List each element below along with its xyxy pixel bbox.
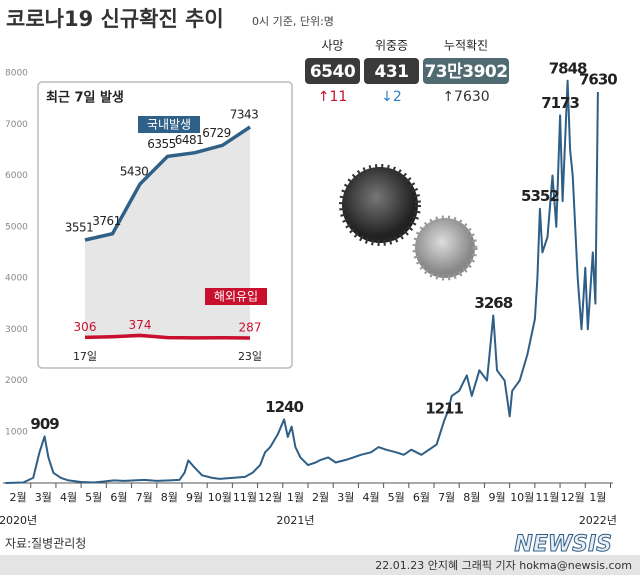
data-label: 1240	[265, 398, 303, 416]
x-tick-label: 12월	[258, 491, 282, 504]
data-label: 7848	[549, 59, 587, 77]
stat-label: 위중증	[375, 39, 408, 53]
line	[84, 125, 251, 242]
x-tick-label: 5월	[388, 491, 405, 504]
y-tick-label: 8000	[5, 69, 28, 79]
x-tick-label: 17일	[73, 349, 97, 363]
chart-subtitle: 0시 기준, 단위:명	[252, 15, 334, 28]
y-tick-label: 7000	[5, 120, 28, 130]
x-tick-label: 11월	[233, 491, 257, 504]
x-tick-label: 11월	[535, 491, 559, 504]
data-label: 3551	[65, 221, 94, 235]
data-label: 3268	[474, 294, 512, 312]
year-label: 2021년	[276, 514, 314, 527]
footer-bar	[0, 555, 640, 575]
legend-label: 해외유입	[214, 290, 258, 304]
stat-change: ↓2	[381, 89, 402, 105]
legend-label: 국내발생	[147, 118, 191, 132]
data-label: 3761	[92, 214, 121, 228]
data-label: 909	[30, 415, 59, 433]
y-tick-label: 5000	[5, 222, 28, 232]
stat-change: ↑7630	[442, 89, 489, 105]
x-tick-label: 6월	[110, 491, 127, 504]
y-tick-label: 4000	[5, 274, 28, 284]
x-tick-label: 10월	[208, 491, 232, 504]
stat-value: 73만3902	[424, 62, 507, 82]
stat-change: ↑11	[318, 89, 348, 105]
area	[85, 127, 250, 338]
legend-swatch	[138, 116, 200, 133]
stat-box	[364, 58, 419, 84]
virus-illustration	[339, 164, 478, 281]
x-tick-label: 12월	[561, 491, 585, 504]
stat-value: 6540	[310, 62, 356, 82]
year-label: 2022년	[579, 514, 617, 527]
data-label: 306	[74, 320, 97, 334]
x-tick-label: 7월	[136, 491, 153, 504]
legend-swatch	[205, 288, 267, 305]
source: 자료:질병관리청	[5, 537, 86, 551]
x-tick-label: 4월	[60, 491, 77, 504]
x-tick-label: 6월	[413, 491, 430, 504]
inset-title: 최근 7일 발생	[46, 90, 124, 106]
data-label: 6729	[202, 126, 231, 140]
data-label: 5352	[521, 187, 559, 205]
data-label: 7173	[541, 94, 579, 112]
main-plot: 1000 2000 3000 4000 5000 6000 7000 8000 2월 3월 4월 5월…	[0, 59, 618, 527]
x-tick-label: 8월	[161, 491, 178, 504]
y-tick-label: 3000	[5, 325, 28, 335]
data-label: 7343	[230, 108, 259, 122]
data-label: 7630	[579, 70, 617, 88]
data-label: 1211	[425, 399, 463, 417]
logo: NEWSIS	[514, 532, 612, 557]
data-label: 5430	[120, 165, 149, 179]
x-tick-label: 9월	[186, 491, 203, 504]
stat-label: 사망	[321, 39, 343, 53]
stat-value: 431	[375, 62, 409, 82]
data-label: 374	[129, 318, 152, 332]
x-tick-label: 3월	[35, 491, 52, 504]
y-tick-label: 6000	[5, 171, 28, 181]
x-tick-label: 8월	[463, 491, 480, 504]
x-tick-label: 10월	[510, 491, 534, 504]
chart-title: 코로나19 신규확진 추이	[6, 7, 224, 31]
year-label: 2020년	[0, 514, 37, 527]
stat-label: 누적확진	[444, 39, 488, 53]
x-tick-label: 1월	[287, 491, 304, 504]
x-tick-label: 2월	[312, 491, 329, 504]
line	[84, 333, 251, 340]
y-tick-label: 2000	[5, 376, 28, 386]
x-tick-label: 7월	[438, 491, 455, 504]
line	[5, 79, 599, 484]
stat-box	[423, 58, 509, 84]
x-tick-label: 9월	[488, 491, 505, 504]
data-label: 287	[239, 321, 262, 335]
x-tick-label: 5월	[85, 491, 102, 504]
y-tick-label: 1000	[5, 427, 28, 437]
x-tick-label: 2월	[10, 491, 27, 504]
data-label: 6481	[175, 133, 204, 147]
x-tick-label: 3월	[337, 491, 354, 504]
stat-box	[305, 58, 360, 84]
credit: 22.01.23 안지혜 그래픽 기자 hokma@newsis.com	[375, 559, 632, 572]
x-tick-label: 23일	[238, 349, 262, 363]
data-label: 6355	[147, 137, 176, 151]
x-tick-label: 4월	[362, 491, 379, 504]
x-tick-label: 1월	[589, 491, 606, 504]
